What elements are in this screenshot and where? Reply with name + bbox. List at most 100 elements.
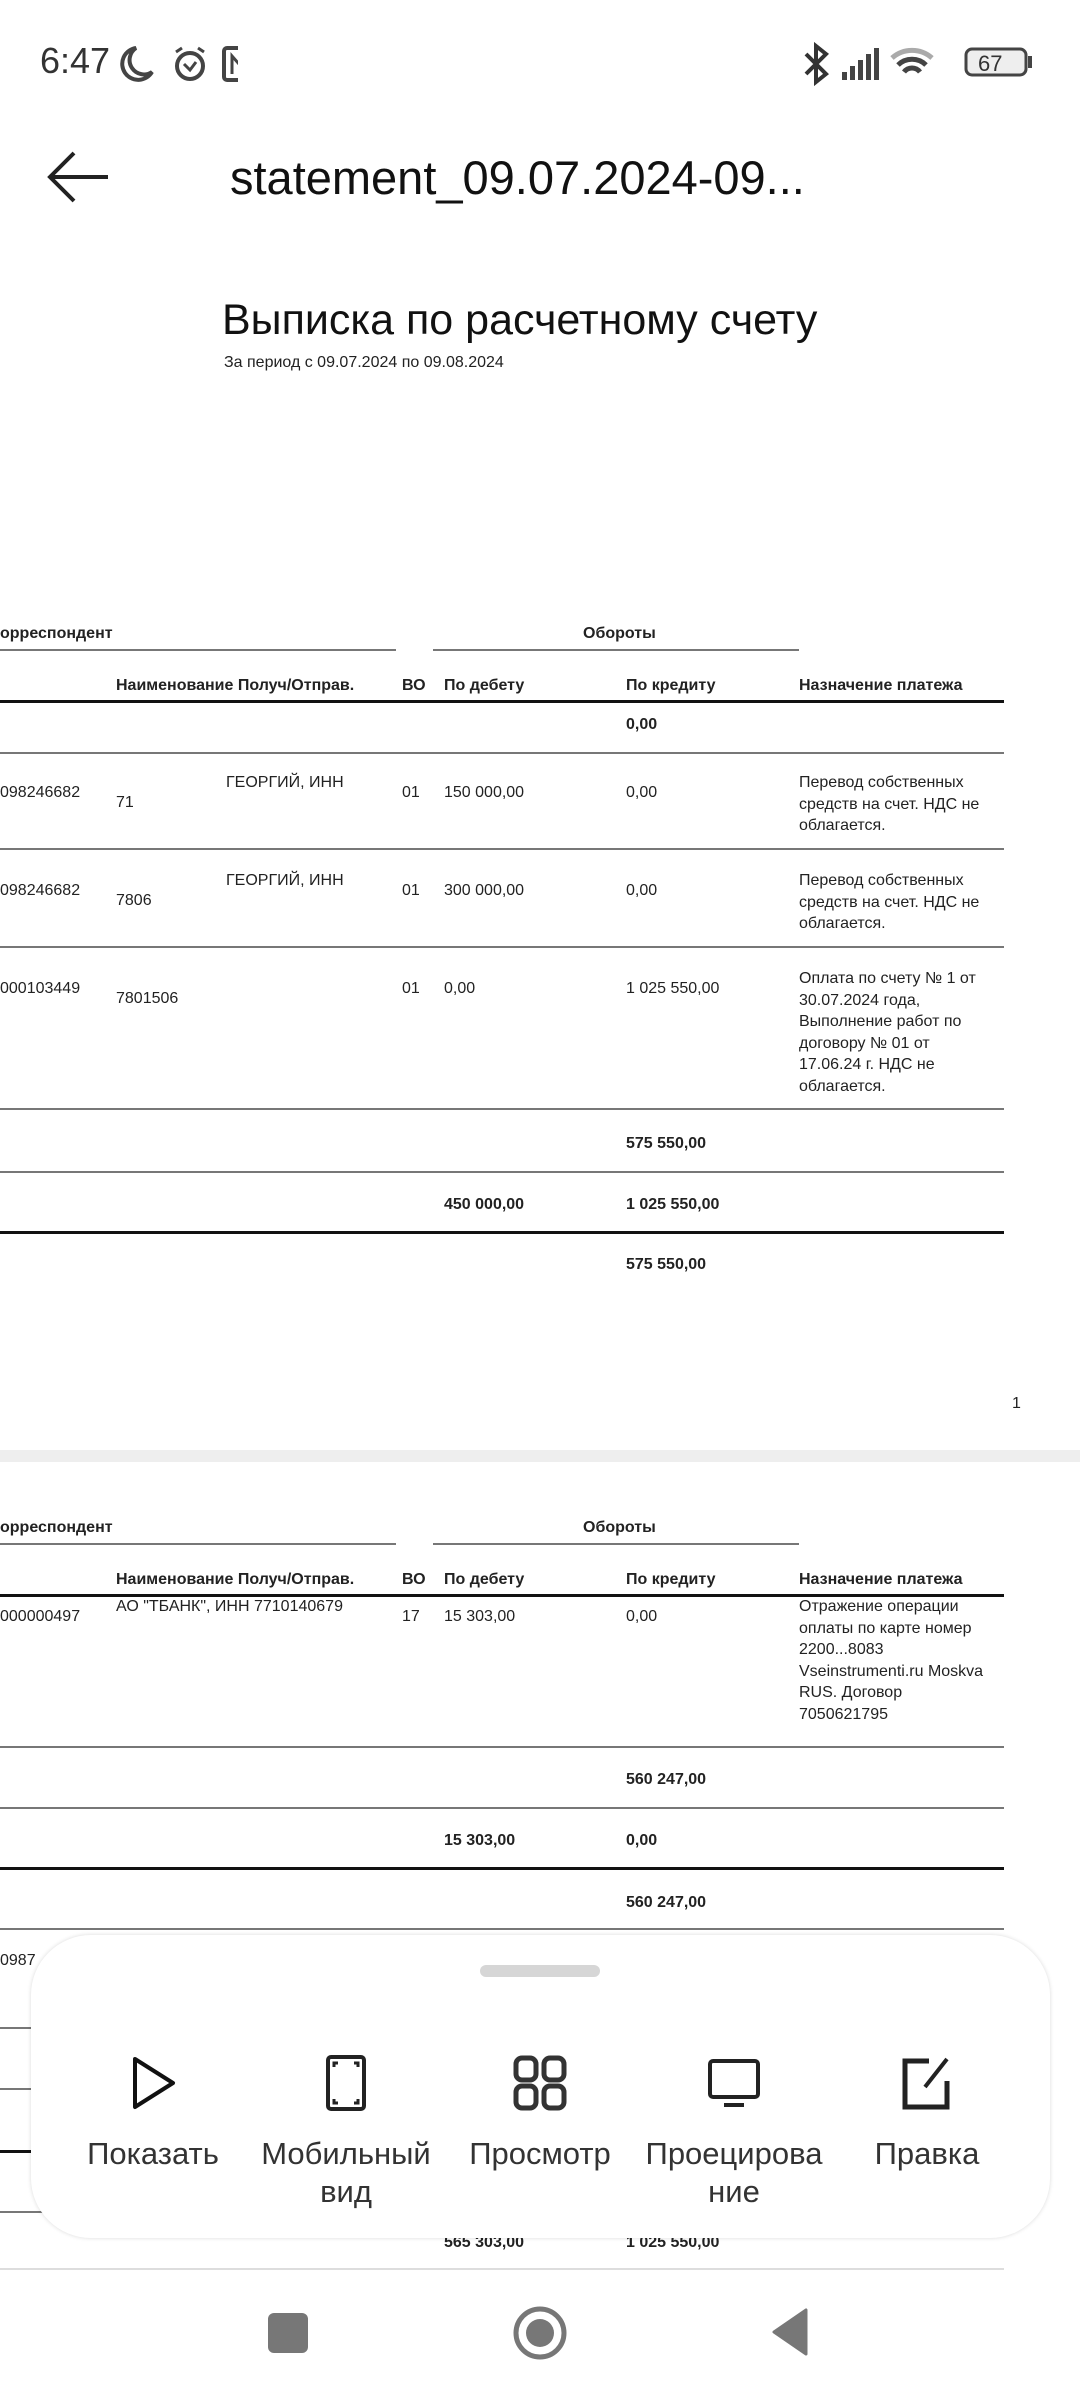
table-rule [433, 1543, 799, 1545]
moon-icon [120, 46, 154, 82]
subtotal: 560 247,00 [626, 1771, 707, 1788]
header-debit: По дебету [444, 1571, 525, 1588]
page-separator [0, 1450, 1080, 1462]
header-name: Наименование Получ/Отправ. [116, 677, 355, 694]
table-rule [0, 1928, 1004, 1930]
table-rule [0, 848, 1004, 850]
back-button[interactable] [770, 2308, 810, 2356]
action-cast[interactable]: Проецирова ние [639, 2055, 829, 2211]
table-rule [0, 2027, 60, 2029]
row-debit: 150 000,00 [444, 784, 525, 801]
alarm-icon [175, 46, 205, 81]
table-rule [0, 1867, 1004, 1870]
wifi-icon [890, 47, 934, 74]
drag-handle[interactable] [480, 1965, 600, 1977]
mobile-view-icon [326, 2055, 366, 2111]
header-name: Наименование Получ/Отправ. [116, 1571, 355, 1588]
row-purpose-line: облагается. [799, 1077, 886, 1095]
row-inn: 7806 [116, 892, 152, 909]
file-title: statement_09.07.2024-09... [230, 151, 805, 204]
signal-icon [842, 48, 879, 80]
row-vo: 17 [402, 1608, 420, 1625]
header-turnover: Обороты [583, 625, 656, 642]
grand-total-debit: 565 303,00 [444, 2234, 525, 2251]
row-purpose-line: облагается. [799, 817, 886, 834]
back-arrow-icon[interactable] [46, 150, 110, 204]
row-purpose-line: RUS. Договор [799, 1684, 903, 1701]
table-rule [0, 1746, 1004, 1748]
row-inn: 71 [116, 794, 134, 811]
row-debit: 15 303,00 [444, 1608, 516, 1625]
header-credit: По кредиту [626, 677, 716, 694]
row-credit: 0,00 [626, 1608, 658, 1625]
table-rule [0, 1594, 1004, 1597]
row-name: АО "ТБАНК", ИНН 7710140679 [116, 1598, 343, 1615]
row-purpose-line: средств на счет. НДС не [799, 893, 980, 911]
table-rule [433, 649, 799, 651]
grid-icon [513, 2055, 567, 2111]
row-vo: 01 [402, 882, 420, 899]
header-purpose: Назначение платежа [799, 677, 963, 694]
table-rule [0, 2211, 60, 2213]
row-purpose-line: Выполнение работ по [799, 1013, 962, 1030]
row-purpose-line: Перевод собственных [799, 872, 964, 889]
header-turnover: Обороты [583, 1519, 656, 1536]
bottom-action-sheet: Показать Мобильный вид Просмотр Проециро… [31, 1935, 1050, 2238]
header-purpose: Назначение платежа [799, 1571, 963, 1588]
status-time: 6:47 [40, 40, 111, 81]
row-purpose-line: облагается. [799, 915, 886, 932]
table-rule [0, 1807, 1004, 1809]
table-rule [0, 1543, 396, 1545]
row-account: 000103449 [0, 980, 81, 997]
status-right-icons [804, 41, 1032, 87]
header-debit: По дебету [444, 677, 525, 694]
cast-screen-icon [708, 2059, 760, 2107]
row-credit: 0,00 [626, 784, 658, 801]
opening-balance: 0,00 [626, 716, 658, 733]
row-account: 098246682 [0, 784, 81, 801]
action-preview[interactable]: Просмотр [445, 2055, 635, 2173]
header-correspondent: орреспондент [0, 625, 113, 642]
header-credit: По кредиту [626, 1571, 716, 1588]
page-number: 1 [1012, 1395, 1021, 1412]
action-show[interactable]: Показать [58, 2055, 248, 2173]
closing-balance: 575 550,00 [626, 1256, 707, 1273]
row-purpose-line: оплаты по карте номер [799, 1619, 972, 1637]
row-credit: 1 025 550,00 [626, 980, 720, 997]
table-rule [0, 752, 1004, 754]
row-purpose-line: Vseinstrumenti.ru Moskva [799, 1662, 984, 1680]
header-vo: ВО [402, 677, 426, 694]
row-account: 0987 [0, 1952, 36, 1969]
status-left-icons [120, 46, 238, 82]
header-correspondent: орреспондент [0, 1519, 113, 1536]
row-vo: 01 [402, 980, 420, 997]
document-period: За период с 09.07.2024 по 09.08.2024 [224, 354, 504, 371]
battery-level: 67 [978, 51, 1003, 76]
row-debit: 300 000,00 [444, 882, 525, 899]
total-credit: 0,00 [626, 1832, 658, 1849]
divider [0, 2268, 1004, 2270]
action-mobile-view[interactable]: Мобильный вид [251, 2055, 441, 2211]
nfc-icon [222, 46, 238, 82]
subtotal: 575 550,00 [626, 1135, 707, 1152]
total-credit: 1 025 550,00 [626, 1196, 720, 1213]
row-vo: 01 [402, 784, 420, 801]
document-title: Выписка по расчетному счету [222, 296, 818, 344]
row-credit: 0,00 [626, 882, 658, 899]
row-purpose-line: средств на счет. НДС не [799, 795, 980, 813]
table-rule [0, 700, 1004, 703]
row-account: 098246682 [0, 882, 81, 899]
row-purpose-line: Отражение операции [799, 1598, 959, 1615]
action-edit[interactable]: Правка [832, 2055, 1022, 2173]
edit-icon [902, 2057, 950, 2110]
row-debit: 0,00 [444, 980, 476, 997]
home-button[interactable] [512, 2305, 568, 2361]
closing-balance: 560 247,00 [626, 1894, 707, 1911]
recents-button[interactable] [268, 2313, 308, 2353]
row-purpose-line: 17.06.24 г. НДС не [799, 1056, 935, 1073]
bluetooth-icon [804, 41, 829, 87]
row-purpose-line: Оплата по счету № 1 от [799, 970, 976, 987]
row-purpose-line: 30.07.2024 года, [799, 991, 921, 1009]
table-rule [0, 946, 1004, 948]
row-purpose-line: Перевод собственных [799, 774, 964, 791]
